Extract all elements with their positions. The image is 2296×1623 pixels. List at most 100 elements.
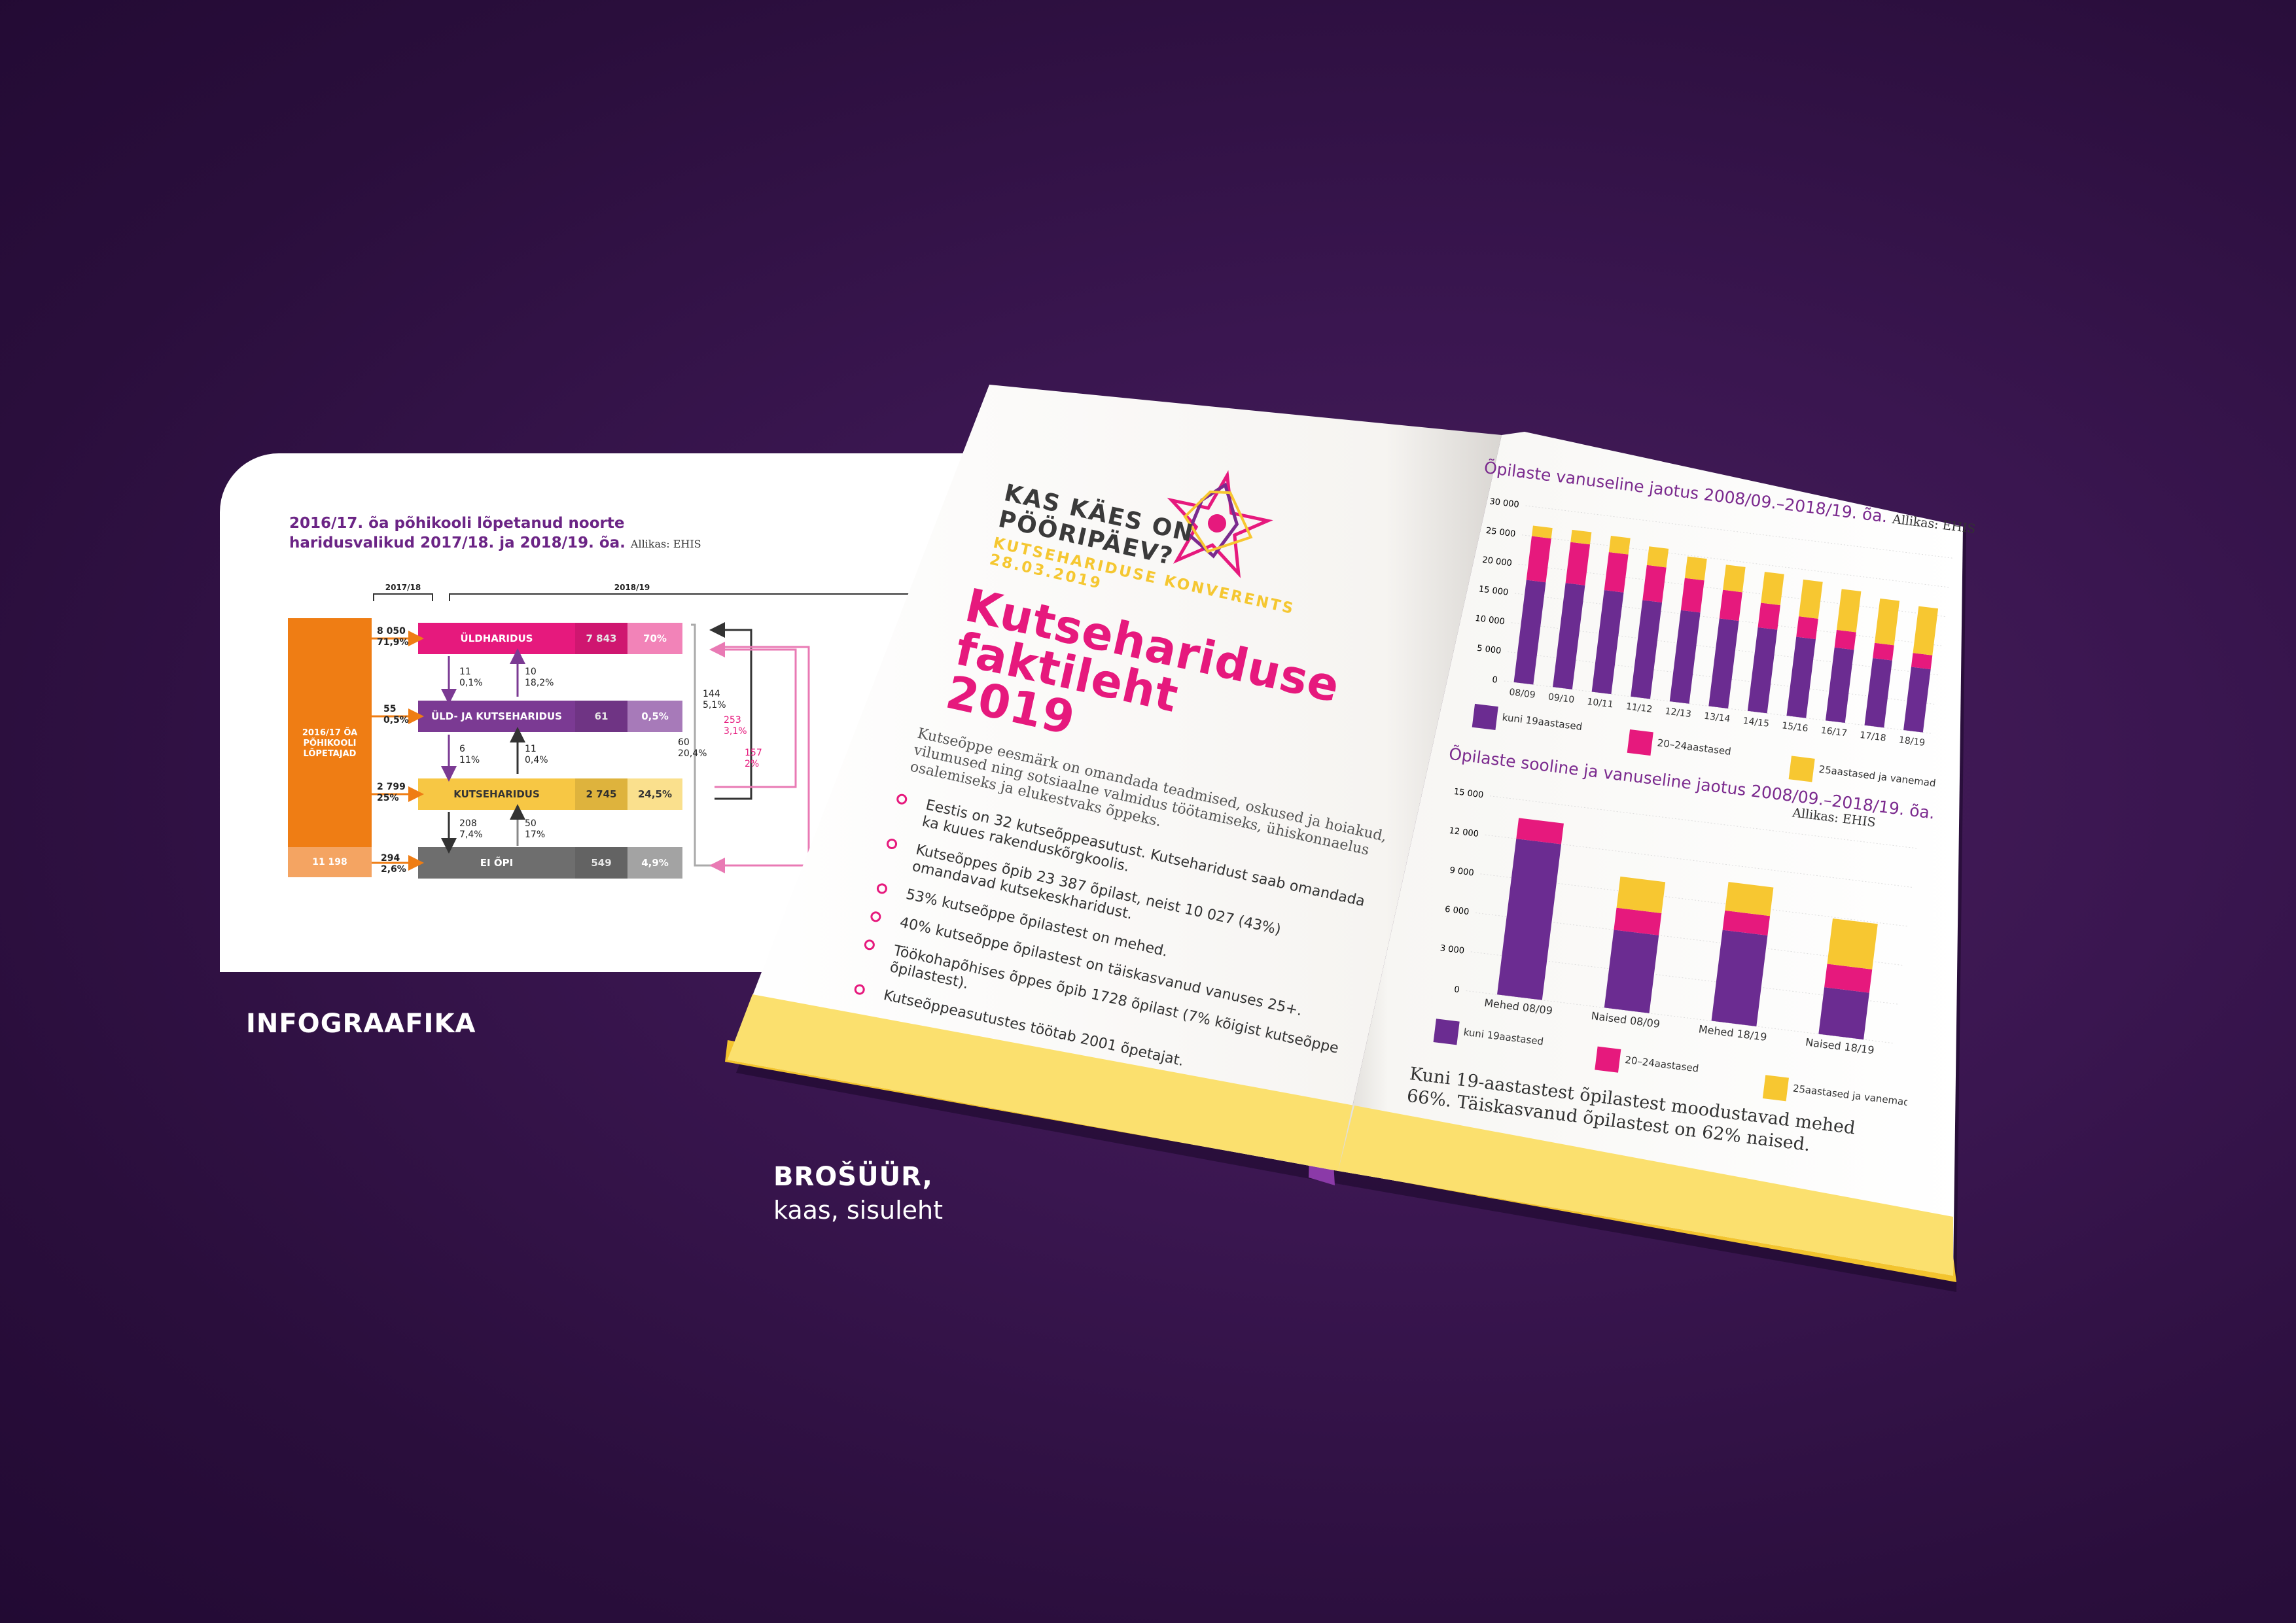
bar-segment [1799, 579, 1823, 619]
legend-label: 20–24aastased [1657, 737, 1732, 758]
flow-label-10: 157 2% [745, 748, 762, 769]
bar-segment [1497, 839, 1562, 1000]
bar-segment [1684, 556, 1707, 581]
legend-swatch [1788, 756, 1815, 782]
legend-label: kuni 19aastased [1502, 711, 1583, 733]
category-label: 17/18 [1859, 730, 1886, 744]
y-tick-label: 12 000 [1449, 826, 1479, 839]
bar-segment [1719, 589, 1742, 621]
bar-segment [1565, 542, 1591, 585]
loop-arrow-1 [709, 622, 752, 800]
inflow-label-2: 55 0,5% [383, 704, 409, 725]
cover-yellow-band [728, 994, 1354, 1171]
flow-row-2: ÜLD- JA KUTSEHARIDUS 61 0,5% [418, 701, 682, 732]
row-name: ÜLD- JA KUTSEHARIDUS [418, 701, 575, 732]
bar-segment [1614, 907, 1662, 935]
y-tick-label: 15 000 [1453, 787, 1484, 800]
bar-segment [1591, 590, 1624, 695]
chart1: 30 000 25 000 20 000 15 000 10 000 5 000 0 08/0… [1472, 497, 1954, 790]
infographic-title-line2: haridusvalikud 2017/18. ja 2018/19. õa. [289, 534, 626, 551]
y-tick-label: 5 000 [1476, 644, 1502, 656]
flow-label-7: 144 5,1% [703, 689, 726, 710]
bar-segment [1531, 525, 1553, 539]
total-label: 2016/17 ÕA PÕHIKOOLI LÕPETAJAD [302, 728, 358, 759]
flow-label-5: 208 7,4% [459, 818, 483, 840]
legend-swatch [1472, 703, 1498, 730]
flow-label-1: 11 0,1% [459, 667, 483, 688]
y-tick-label: 10 000 [1475, 614, 1506, 627]
year-label-left: 2017/18 [385, 583, 421, 592]
y-tick-label: 3 000 [1439, 943, 1465, 956]
legend-swatch [1595, 1046, 1621, 1073]
category-label: 11/12 [1625, 701, 1653, 715]
row-pct: 4,9% [627, 847, 682, 879]
y-tick-label: 0 [1492, 675, 1498, 686]
gridline [1522, 534, 1951, 588]
bar-segment [1725, 882, 1774, 916]
inflow-label-3: 2 799 25% [377, 782, 406, 803]
infographic-title-line1: 2016/17. õa põhikooli lõpetanud noorte [289, 515, 625, 532]
y-tick-label: 30 000 [1489, 497, 1519, 510]
y-tick-label: 20 000 [1482, 555, 1513, 568]
row-value: 7 843 [575, 623, 627, 654]
row-pct: 70% [627, 623, 682, 654]
y-tick-label: 25 000 [1485, 526, 1516, 539]
bar-segment [1646, 546, 1669, 568]
row-value: 61 [575, 701, 627, 732]
bar-segment [1836, 589, 1862, 633]
category-label: 15/16 [1781, 720, 1809, 734]
gridline [1490, 795, 1919, 849]
bar-segment [1669, 610, 1701, 704]
inner-yellow-band [1338, 1106, 1953, 1276]
bar-segment [1723, 565, 1746, 593]
bar-segment [1604, 930, 1659, 1013]
flow-row-4: EI ÕPI 549 4,9% [418, 847, 682, 879]
row-value: 549 [575, 847, 627, 879]
category-label: 13/14 [1703, 711, 1731, 725]
loop-arrow-3 [709, 642, 797, 788]
logo-icon [1167, 470, 1273, 578]
flow-arrows [372, 622, 810, 873]
loop-arrow-2 [691, 623, 715, 867]
legend-label: 25aastased ja vanemad [1792, 1083, 1911, 1109]
category-label: Naised 18/19 [1805, 1036, 1875, 1056]
loop-arrow-4 [709, 646, 810, 873]
caption-brochure-sub: kaas, sisuleht [773, 1196, 944, 1225]
row-name: KUTSEHARIDUS [418, 778, 575, 810]
bar-segment [1642, 565, 1667, 603]
flow-row-1: ÜLDHARIDUS 7 843 70% [418, 623, 682, 654]
bar-segment [1708, 618, 1739, 709]
bar-segment [1616, 876, 1666, 914]
bar-segment [1874, 598, 1900, 646]
bar-segment [1631, 600, 1663, 699]
category-label: Mehed 08/09 [1483, 996, 1553, 1017]
category-label: 09/10 [1547, 691, 1575, 705]
y-tick-label: 0 [1453, 985, 1460, 995]
total-value: 11 198 [288, 847, 372, 877]
chart2: 15 000 12 000 9 000 6 000 3 000 0 Mehed 08/09 N… [1433, 787, 1919, 1109]
row-name: ÜLDHARIDUS [418, 623, 575, 654]
row-pct: 0,5% [627, 701, 682, 732]
y-tick-label: 15 000 [1478, 584, 1509, 597]
infographic-source: Allikas: EHIS [630, 538, 701, 550]
gridline [1525, 505, 1954, 559]
legend-swatch [1433, 1019, 1460, 1045]
bar-segment [1827, 918, 1878, 969]
bar-segment [1796, 616, 1818, 640]
category-label: 10/11 [1587, 697, 1614, 710]
caption-brochure: BROŠÜÜR, [773, 1162, 933, 1192]
infographic-title: 2016/17. õa põhikooli lõpetanud noorte h… [289, 514, 878, 554]
bar-segment [1913, 606, 1939, 655]
row-pct: 24,5% [627, 778, 682, 810]
bar-segment [1824, 964, 1873, 993]
legend-label: kuni 19aastased [1463, 1026, 1544, 1048]
flow-label-2: 10 18,2% [525, 667, 554, 688]
bar-segment [1825, 647, 1854, 724]
category-label: Naised 08/09 [1591, 1009, 1661, 1030]
legend-swatch [1762, 1075, 1789, 1102]
category-label: 18/19 [1898, 735, 1926, 748]
flow-row-3: KUTSEHARIDUS 2 745 24,5% [418, 778, 682, 810]
bar-segment [1553, 583, 1585, 689]
bar-segment [1786, 637, 1816, 718]
category-label: 12/13 [1665, 706, 1692, 720]
